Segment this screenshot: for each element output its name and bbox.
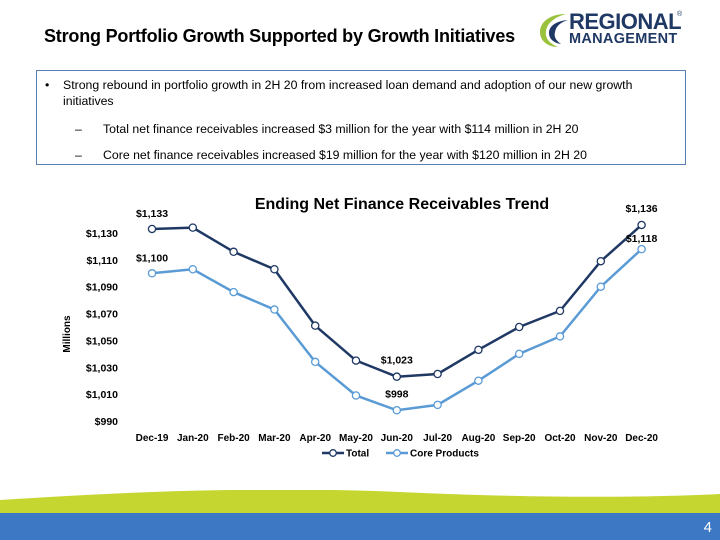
data-point-total bbox=[433, 369, 442, 379]
x-tick-label: Jul-20 bbox=[423, 433, 452, 444]
data-point-core-products bbox=[270, 305, 279, 314]
data-label: $1,133 bbox=[136, 208, 168, 220]
x-tick-label: Feb-20 bbox=[217, 433, 250, 444]
y-tick-label: $1,030 bbox=[86, 362, 118, 374]
logo-text-management: MANAGEMENT bbox=[569, 31, 678, 47]
data-point-total bbox=[637, 220, 646, 230]
bullet-marker: • bbox=[45, 78, 50, 92]
x-tick-label: Oct-20 bbox=[544, 433, 576, 444]
y-tick-label: $1,050 bbox=[86, 335, 118, 347]
data-point-core-products bbox=[596, 282, 606, 291]
x-tick-label: Sep-20 bbox=[503, 433, 536, 444]
data-point-core-products bbox=[147, 269, 157, 278]
data-point-total bbox=[392, 372, 402, 381]
sub-bullet-dash-1: – bbox=[75, 122, 82, 136]
footer-blue-bar bbox=[0, 513, 720, 540]
x-tick-label: Apr-20 bbox=[299, 433, 331, 444]
data-point-core-products bbox=[229, 287, 238, 297]
data-label: $998 bbox=[385, 388, 409, 400]
data-point-total bbox=[270, 265, 279, 274]
data-point-core-products bbox=[392, 406, 402, 415]
y-tick-label: $1,130 bbox=[86, 228, 118, 240]
page-number: 4 bbox=[703, 519, 712, 536]
y-tick-label: $990 bbox=[95, 416, 119, 428]
data-point-total bbox=[514, 322, 524, 332]
data-point-total bbox=[474, 345, 483, 355]
x-tick-label: Aug-20 bbox=[461, 433, 495, 444]
sub-bullet-dash-2: – bbox=[75, 148, 82, 162]
data-label: $1,118 bbox=[626, 233, 658, 245]
summary-bullet-box: • Strong rebound in portfolio growth in … bbox=[36, 70, 686, 165]
data-point-total bbox=[555, 306, 565, 316]
x-tick-label: Mar-20 bbox=[258, 433, 291, 444]
data-point-total bbox=[147, 224, 157, 234]
footer-band bbox=[0, 490, 720, 540]
data-point-total bbox=[351, 356, 361, 365]
data-point-core-products bbox=[474, 376, 483, 385]
chart-title: Ending Net Finance Receivables Trend bbox=[255, 196, 549, 213]
data-label: $1,023 bbox=[381, 355, 413, 367]
data-point-total bbox=[188, 223, 198, 232]
y-tick-label: $1,070 bbox=[86, 309, 118, 321]
y-tick-label: $1,010 bbox=[86, 389, 118, 401]
y-tick-label: $1,090 bbox=[86, 282, 118, 294]
slide-title: Strong Portfolio Growth Supported by Gro… bbox=[44, 26, 515, 46]
x-tick-label: May-20 bbox=[339, 433, 373, 444]
data-point-core-products bbox=[514, 349, 524, 359]
sub-bullet-core: Core net finance receivables increased $… bbox=[103, 148, 587, 162]
x-tick-label: Nov-20 bbox=[584, 433, 618, 444]
data-point-core-products bbox=[433, 400, 442, 410]
y-tick-label: $1,110 bbox=[86, 255, 118, 267]
data-label: $1,136 bbox=[626, 203, 658, 215]
x-tick-label: Jun-20 bbox=[381, 433, 414, 444]
net-finance-receivables-chart: Ending Net Finance Receivables Trend Mill… bbox=[62, 196, 658, 460]
data-point-total bbox=[229, 247, 238, 257]
logo-swoosh-icon bbox=[540, 14, 568, 47]
logo-text-regional: REGIONAL bbox=[569, 9, 682, 34]
series-line-core-products bbox=[151, 248, 643, 412]
main-bullet: Strong rebound in portfolio growth in 2H… bbox=[63, 78, 633, 108]
x-tick-label: Jan-20 bbox=[177, 433, 209, 444]
sub-bullet-total: Total net finance receivables increased … bbox=[103, 122, 579, 136]
data-point-core-products bbox=[351, 391, 361, 400]
logo-registered-mark: ® bbox=[677, 11, 683, 18]
data-point-core-products bbox=[637, 244, 646, 254]
legend-total-label: Total bbox=[346, 449, 369, 460]
legend-total-marker bbox=[329, 449, 337, 457]
data-point-core-products bbox=[188, 265, 198, 274]
legend-core-products-marker bbox=[393, 449, 401, 457]
data-point-total bbox=[596, 256, 606, 266]
regional-management-logo: REGIONAL ® MANAGEMENT bbox=[536, 8, 686, 52]
data-point-core-products bbox=[310, 357, 320, 367]
y-axis-label: Millions bbox=[62, 315, 73, 353]
data-label: $1,100 bbox=[136, 252, 168, 264]
legend-core-products-label: Core Products bbox=[410, 449, 479, 460]
x-tick-label: Dec-19 bbox=[136, 433, 169, 444]
x-tick-label: Dec-20 bbox=[625, 433, 658, 444]
data-point-core-products bbox=[555, 332, 565, 341]
footer-green-wave bbox=[0, 490, 720, 516]
data-point-total bbox=[310, 321, 320, 330]
